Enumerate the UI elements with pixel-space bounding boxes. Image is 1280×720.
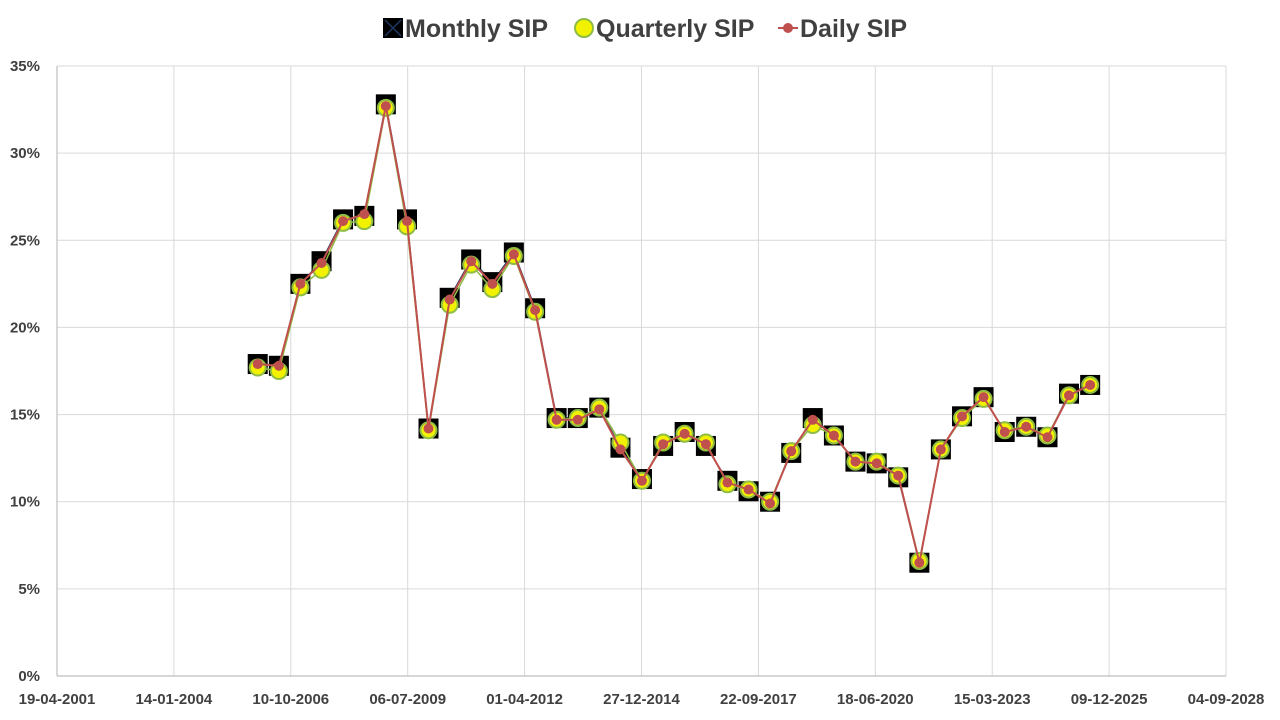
legend[interactable]: Monthly SIP Quarterly SIP Daily SIP — [383, 15, 907, 43]
daily-sip-point — [914, 557, 925, 568]
legend-item-quarterly-sip[interactable]: Quarterly SIP — [574, 15, 754, 43]
legend-label: Daily SIP — [800, 15, 907, 43]
daily-sip-point — [316, 257, 327, 268]
daily-sip-point — [423, 423, 434, 434]
y-axis-tick-labels: 0% 5% 10% 15% 20% 25% 30% 35% — [10, 58, 40, 685]
legend-item-monthly-sip[interactable]: Monthly SIP — [383, 15, 548, 43]
daily-sip-point — [765, 498, 776, 509]
x-tick-label: 22-09-2017 — [720, 691, 797, 708]
y-tick-label: 35% — [10, 58, 40, 75]
legend-marker-circle-icon — [574, 18, 594, 38]
daily-sip-point — [786, 446, 797, 457]
daily-sip-point — [1064, 390, 1075, 401]
daily-sip-point — [658, 439, 669, 450]
y-tick-label: 10% — [10, 494, 40, 511]
daily-sip-point — [401, 216, 412, 227]
daily-sip-point — [743, 484, 754, 495]
daily-sip-point — [893, 470, 904, 481]
daily-sip-point — [871, 458, 882, 469]
x-tick-label: 14-01-2004 — [136, 691, 213, 708]
daily-sip-point — [999, 427, 1010, 437]
y-tick-label: 30% — [10, 145, 40, 162]
daily-sip-point — [359, 209, 370, 220]
x-tick-label: 01-04-2012 — [486, 691, 563, 708]
daily-sip-point — [338, 216, 349, 227]
daily-sip-point — [722, 477, 733, 488]
y-tick-label: 0% — [18, 668, 40, 685]
daily-sip-point — [636, 475, 647, 486]
daily-sip-point — [700, 439, 711, 450]
y-tick-label: 5% — [18, 581, 40, 598]
quarterly-sip-line — [257, 107, 1091, 562]
daily-sip-point — [807, 414, 818, 425]
x-tick-label: 27-12-2014 — [603, 691, 680, 708]
daily-sip-point — [530, 305, 541, 315]
daily-sip-point — [252, 359, 263, 370]
x-axis-tick-labels: 19-04-2001 14-01-2004 10-10-2006 06-07-2009… — [19, 691, 1265, 708]
monthly-sip-line — [257, 104, 1091, 563]
x-tick-label: 10-10-2006 — [252, 691, 329, 708]
axes — [56, 66, 1226, 677]
daily-sip-point — [572, 414, 583, 425]
daily-sip-point — [594, 404, 605, 415]
daily-sip-line — [257, 105, 1091, 563]
daily-sip-point — [295, 278, 306, 289]
daily-sip-point — [828, 430, 839, 441]
daily-sip-point — [508, 249, 519, 260]
x-tick-label: 09-12-2025 — [1071, 691, 1148, 708]
x-tick-label: 15-03-2023 — [954, 691, 1031, 708]
x-tick-label: 19-04-2001 — [19, 691, 96, 708]
gridlines — [57, 65, 1227, 676]
daily-sip-point — [679, 428, 690, 439]
y-tick-label: 20% — [10, 319, 40, 336]
x-tick-label: 04-09-2028 — [1188, 691, 1265, 708]
daily-sip-point — [273, 360, 284, 371]
daily-sip-point — [850, 456, 861, 467]
daily-sip-point — [466, 256, 477, 267]
daily-sip-point — [1042, 432, 1053, 443]
daily-sip-point — [444, 294, 455, 305]
daily-sip-point — [487, 278, 498, 289]
daily-sip-point — [380, 101, 391, 112]
legend-item-daily-sip[interactable]: Daily SIP — [778, 15, 907, 43]
daily-sip-point — [615, 444, 626, 455]
legend-marker-dot-icon — [783, 23, 793, 33]
y-tick-label: 25% — [10, 232, 40, 249]
daily-sip-point — [1021, 421, 1032, 432]
series-layer — [247, 94, 1101, 573]
daily-sip-point — [957, 411, 968, 422]
daily-sip-point — [551, 414, 562, 425]
legend-marker-accent — [384, 19, 402, 37]
y-tick-label: 15% — [10, 407, 40, 424]
x-tick-label: 06-07-2009 — [369, 691, 446, 708]
daily-sip-point — [978, 392, 989, 403]
x-tick-label: 18-06-2020 — [837, 691, 914, 708]
daily-sip-point — [1085, 379, 1096, 390]
legend-label: Monthly SIP — [405, 15, 548, 43]
legend-label: Quarterly SIP — [596, 15, 754, 43]
daily-sip-point — [935, 444, 946, 455]
